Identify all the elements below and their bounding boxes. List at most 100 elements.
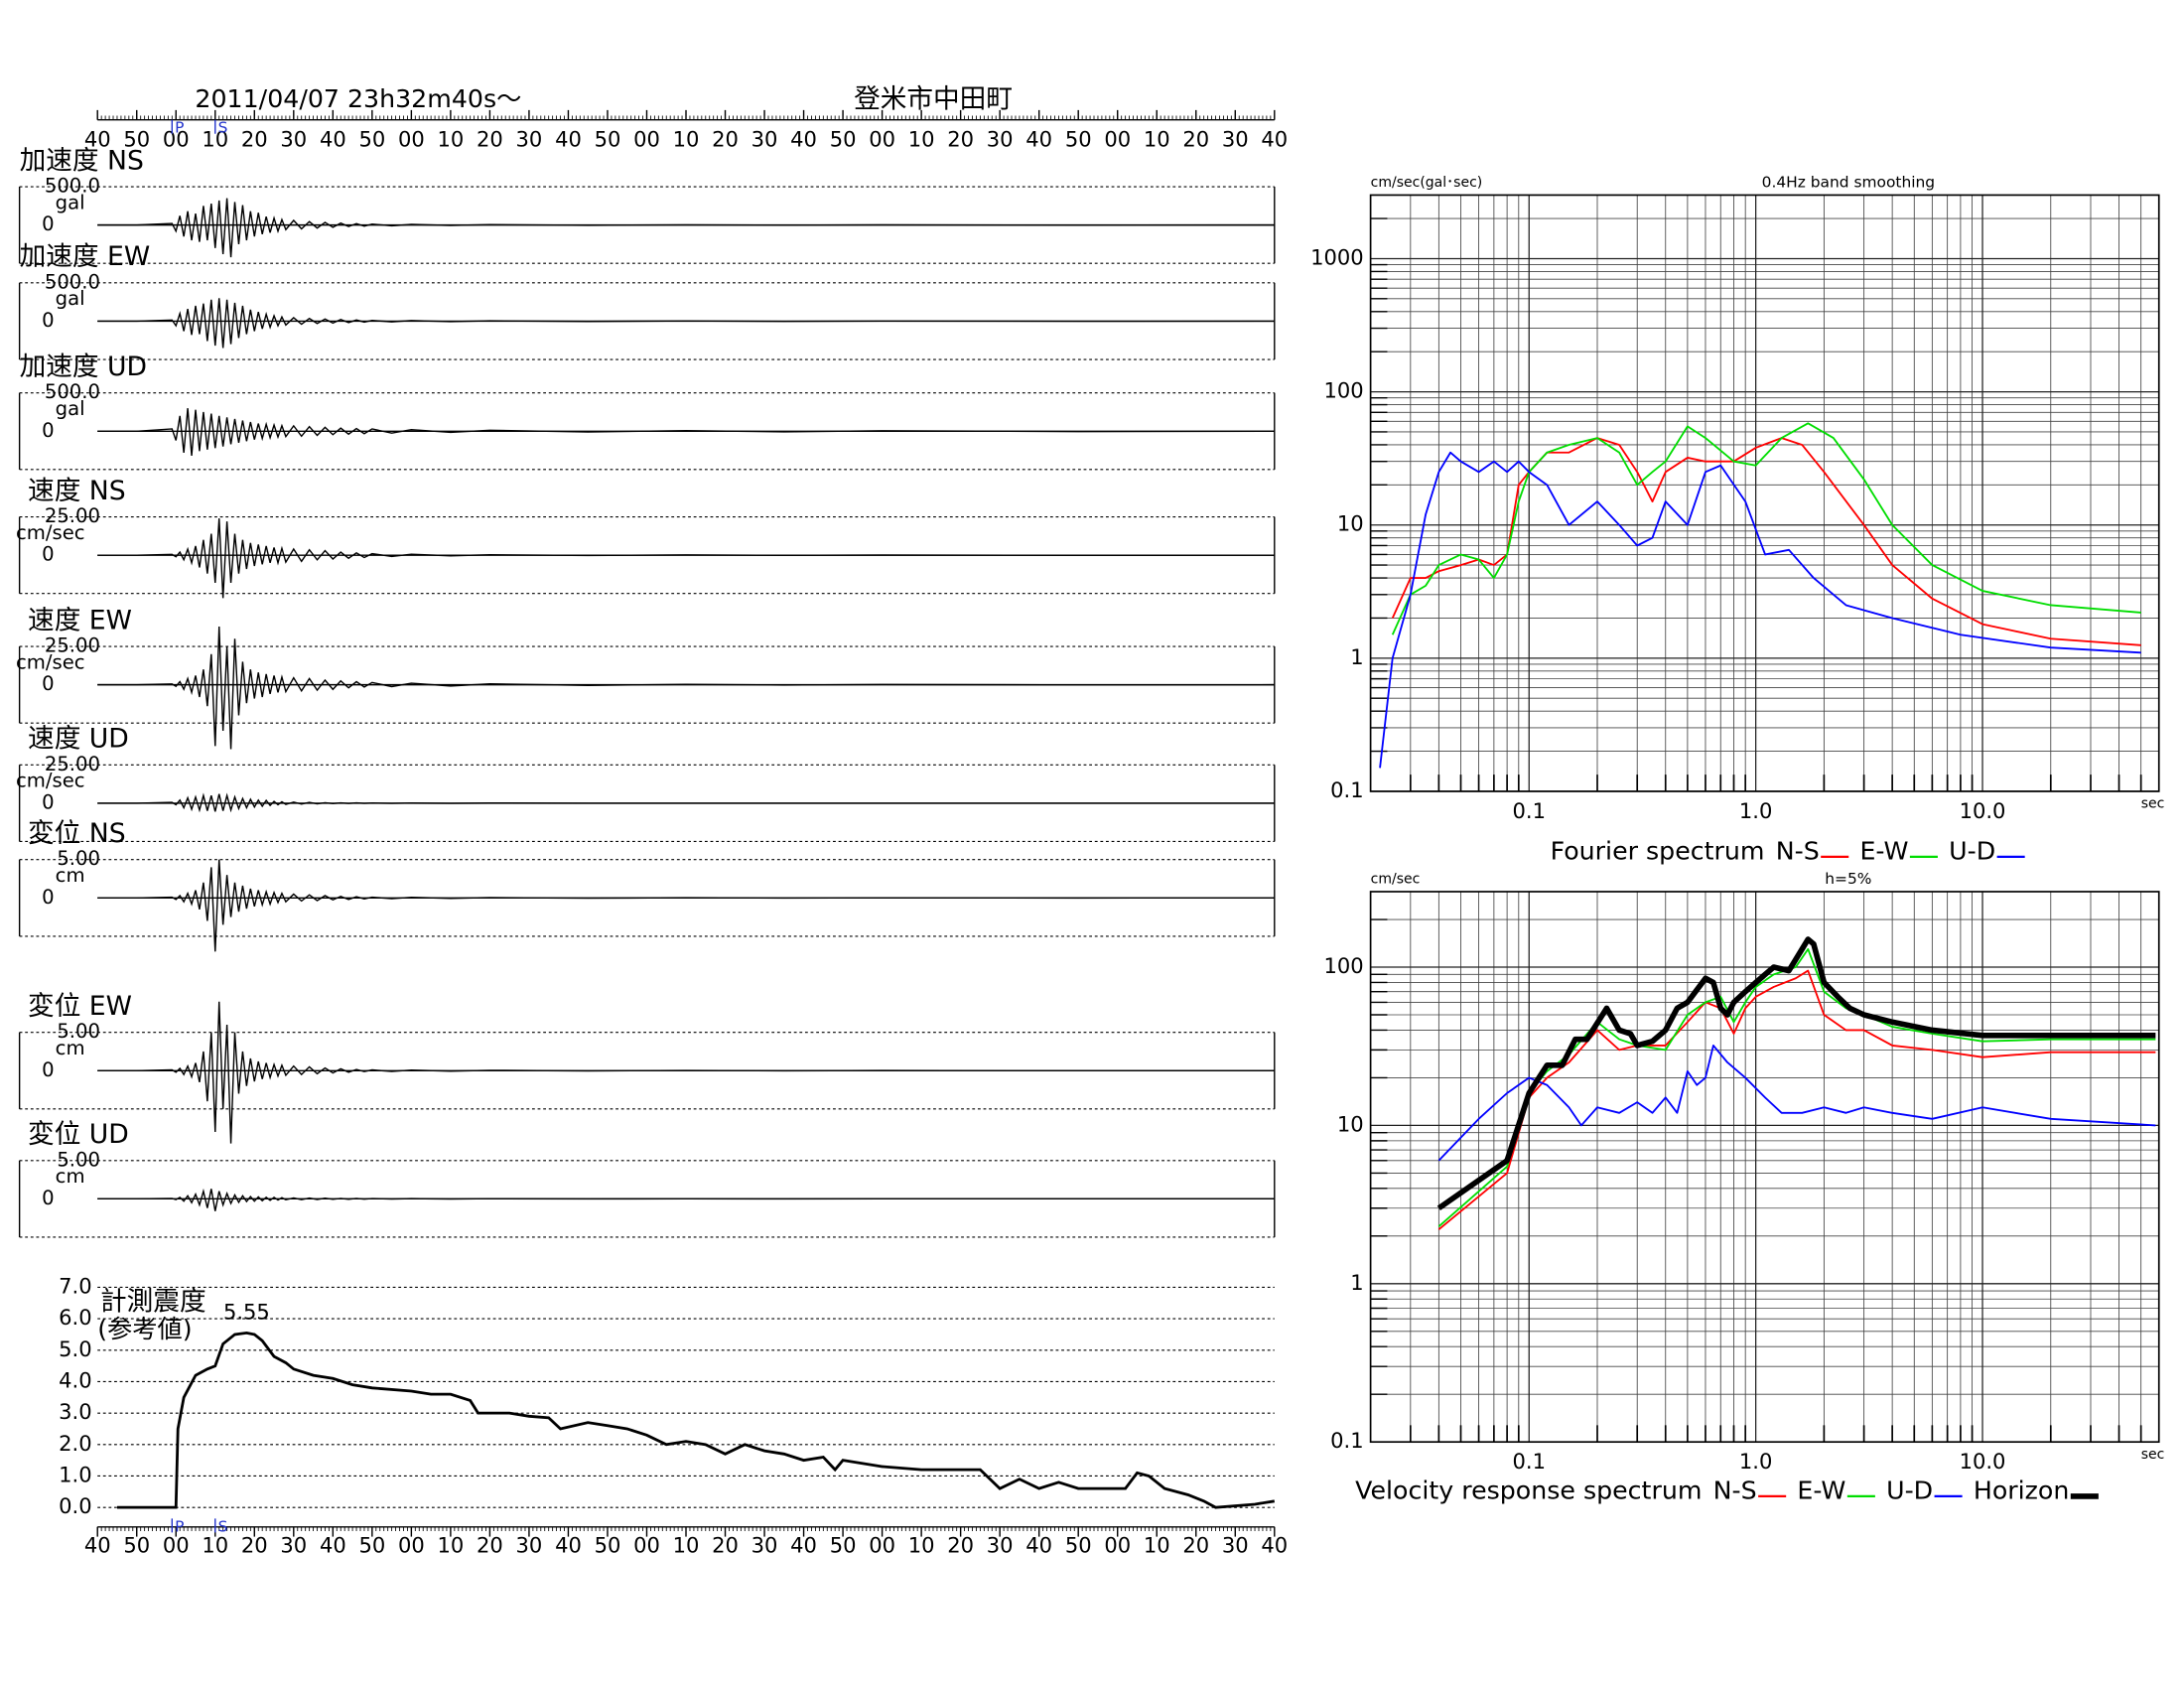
y-tick-label: 0 bbox=[42, 886, 55, 909]
x-tick-label: 40 bbox=[790, 1532, 817, 1557]
y-tick-label: 500.0 bbox=[45, 380, 100, 403]
x-tick-label: 10 bbox=[438, 127, 465, 152]
x-tick-label: 50 bbox=[123, 127, 150, 152]
y-tick-label: 5.00 bbox=[57, 1148, 100, 1171]
plot-frame bbox=[1369, 891, 2160, 1444]
x-tick-label: 00 bbox=[163, 1532, 190, 1557]
x-tick-label: 10 bbox=[438, 1532, 465, 1557]
x-tick-label: 30 bbox=[1222, 1532, 1249, 1557]
x-tick-label: 10 bbox=[673, 1532, 700, 1557]
y-tick-label: 0 bbox=[42, 790, 55, 813]
spectrum-line bbox=[1391, 422, 2141, 635]
y-axis-label: cm/sec(gal･sec) bbox=[1371, 175, 1483, 191]
x-tick-label: 20 bbox=[947, 127, 974, 152]
y-tick-label: 25.00 bbox=[45, 634, 100, 657]
y-tick-label: 0 bbox=[42, 419, 55, 442]
spectrum-line bbox=[1437, 969, 2156, 1230]
x-tick-label: 50 bbox=[830, 1532, 857, 1557]
plot-frame bbox=[1369, 194, 2160, 792]
x-tick-label: 00 bbox=[633, 1532, 660, 1557]
chart-title: h=5% bbox=[1825, 870, 1871, 888]
x-tick-label: 30 bbox=[280, 127, 307, 152]
x-tick-label: 1.0 bbox=[1739, 798, 1772, 823]
y-tick-label: 5.0 bbox=[59, 1336, 91, 1361]
x-axis-label: sec bbox=[2141, 1447, 2165, 1463]
phase-marker-label: P bbox=[175, 119, 184, 137]
channel-name: 変位 EW bbox=[28, 991, 132, 1022]
x-tick-label: 40 bbox=[1025, 1532, 1052, 1557]
channel-name: 変位 UD bbox=[28, 1119, 129, 1150]
x-tick-label: 10 bbox=[202, 1532, 228, 1557]
chart-title: 0.4Hz band smoothing bbox=[1762, 173, 1935, 191]
x-tick-label: 20 bbox=[477, 127, 503, 152]
x-tick-label: 1.0 bbox=[1739, 1449, 1772, 1474]
legend-label: E-W bbox=[1797, 1477, 1845, 1505]
y-tick-label: 2.0 bbox=[59, 1431, 91, 1456]
x-tick-label: 30 bbox=[987, 1532, 1014, 1557]
x-tick-label: 40 bbox=[1261, 1532, 1288, 1557]
x-tick-label: 10 bbox=[1144, 1532, 1170, 1557]
y-tick-label: 0 bbox=[42, 1058, 55, 1081]
unit-label: gal bbox=[56, 287, 85, 310]
y-tick-label: 4.0 bbox=[59, 1367, 91, 1392]
x-tick-label: 50 bbox=[595, 1532, 621, 1557]
y-tick-label: 10 bbox=[1337, 511, 1364, 536]
x-tick-label: 30 bbox=[280, 1532, 307, 1557]
x-tick-label: 40 bbox=[84, 127, 111, 152]
x-tick-label: 30 bbox=[751, 127, 778, 152]
unit-label: cm bbox=[56, 1037, 85, 1059]
spectrum-line bbox=[1379, 451, 2141, 769]
phase-marker-label: S bbox=[218, 119, 228, 137]
y-tick-label: 500.0 bbox=[45, 270, 100, 293]
y-tick-label: 0 bbox=[42, 309, 55, 332]
x-tick-label: 40 bbox=[320, 127, 346, 152]
intensity-line bbox=[116, 1331, 1276, 1509]
y-tick-label: 0 bbox=[42, 543, 55, 566]
x-tick-label: 20 bbox=[241, 127, 268, 152]
x-tick-label: 40 bbox=[320, 1532, 346, 1557]
y-tick-label: 7.0 bbox=[59, 1273, 91, 1298]
x-tick-label: 10 bbox=[673, 127, 700, 152]
x-tick-label: 00 bbox=[869, 127, 895, 152]
x-tick-label: 50 bbox=[123, 1532, 150, 1557]
x-tick-label: 20 bbox=[1182, 1532, 1209, 1557]
legend-label: Horizon bbox=[1974, 1477, 2070, 1505]
x-tick-label: 40 bbox=[555, 127, 582, 152]
chart-title: 2011/04/07 23h32m40s～ bbox=[195, 84, 521, 113]
x-tick-label: 20 bbox=[1182, 127, 1209, 152]
y-tick-label: 100 bbox=[1323, 953, 1363, 978]
waveform-trace bbox=[97, 198, 1275, 258]
x-tick-label: 30 bbox=[751, 1532, 778, 1557]
y-tick-label: 0 bbox=[42, 212, 55, 235]
legend-title: Fourier spectrum bbox=[1551, 837, 1765, 866]
x-tick-label: 10 bbox=[908, 1532, 935, 1557]
x-tick-label: 20 bbox=[477, 1532, 503, 1557]
channel-name: 速度 NS bbox=[28, 476, 126, 506]
y-tick-label: 0.1 bbox=[1330, 777, 1363, 802]
x-tick-label: 20 bbox=[241, 1532, 268, 1557]
x-tick-label: 20 bbox=[947, 1532, 974, 1557]
y-tick-label: 100 bbox=[1323, 378, 1363, 403]
x-tick-label: 50 bbox=[358, 127, 385, 152]
legend-title: Velocity response spectrum bbox=[1355, 1477, 1702, 1505]
x-axis-label: sec bbox=[2141, 796, 2165, 812]
x-tick-label: 40 bbox=[1261, 127, 1288, 152]
y-tick-label: 0.1 bbox=[1330, 1428, 1363, 1453]
y-tick-label: 0 bbox=[42, 1187, 55, 1209]
y-tick-label: 1000 bbox=[1310, 244, 1364, 269]
legend-label: N-S bbox=[1776, 837, 1820, 866]
x-tick-label: 20 bbox=[712, 127, 739, 152]
station-name: 登米市中田町 bbox=[854, 84, 1013, 115]
waveform-trace bbox=[97, 1001, 1275, 1144]
unit-label: cm/sec bbox=[16, 770, 85, 792]
x-tick-label: 30 bbox=[516, 1532, 543, 1557]
x-tick-label: 40 bbox=[1025, 127, 1052, 152]
y-tick-label: 1 bbox=[1350, 1270, 1363, 1295]
channel-name: 速度 EW bbox=[28, 605, 132, 635]
waveform-trace bbox=[97, 626, 1275, 750]
unit-label: cm/sec bbox=[16, 650, 85, 673]
x-tick-label: 40 bbox=[84, 1532, 111, 1557]
legend-label: U-D bbox=[1949, 837, 1995, 866]
y-tick-label: 5.00 bbox=[57, 847, 100, 870]
